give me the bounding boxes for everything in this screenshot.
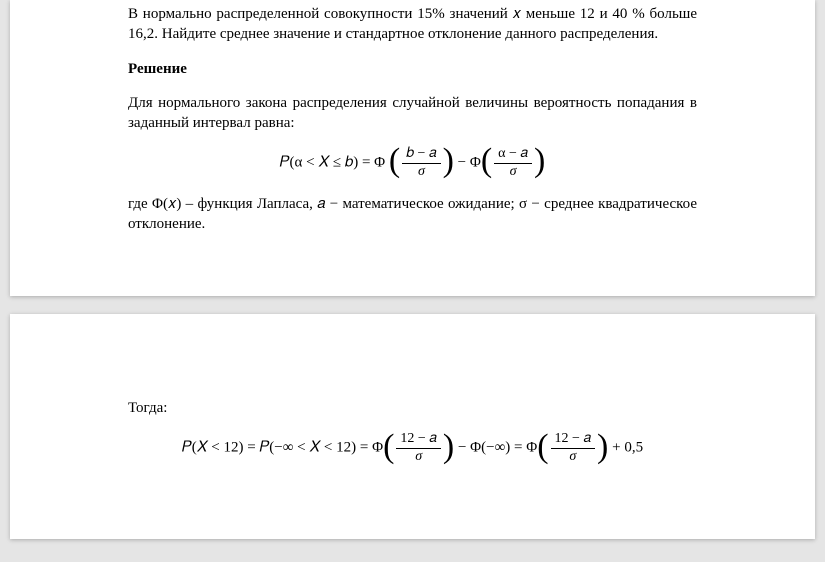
formula2-frac1-num: 12 − 𝑎 (396, 432, 441, 449)
formula1-frac1-den: σ (402, 164, 440, 180)
rparen-icon: ) (443, 145, 454, 177)
formula1-frac1-num: 𝑏 − 𝑎 (402, 147, 440, 164)
solution-intro: Для нормального закона распределения слу… (128, 93, 697, 134)
formula1-lhs: 𝑃(α < 𝑋 ≤ 𝑏) = Φ (280, 155, 385, 171)
formula-explanation: где Φ(𝑥) – функция Лапласа, 𝑎 − математи… (128, 194, 697, 235)
formula2-lhs: 𝑃(𝑋 < 12) = 𝑃(−∞ < 𝑋 < 12) = Φ (182, 440, 383, 456)
formula-p-x-lt-12: 𝑃(𝑋 < 12) = 𝑃(−∞ < 𝑋 < 12) = Φ(12 − 𝑎σ) … (128, 432, 697, 464)
lparen-icon: ( (383, 431, 394, 463)
rparen-icon: ) (443, 431, 454, 463)
lparen-icon: ( (537, 431, 548, 463)
rparen-icon: ) (534, 145, 545, 177)
page-1-content: В нормально распределенной совокупности … (10, 0, 815, 296)
formula2-frac2-num: 12 − 𝑎 (551, 432, 596, 449)
problem-statement: В нормально распределенной совокупности … (128, 4, 697, 45)
formula2-frac1-den: σ (396, 449, 441, 465)
lparen-icon: ( (389, 145, 400, 177)
formula1-frac2: α − 𝑎σ (494, 147, 532, 179)
formula2-mid: − Φ(−∞) = Φ (454, 440, 537, 456)
formula2-frac1: 12 − 𝑎σ (396, 432, 441, 464)
then-label: Тогда: (128, 398, 697, 418)
viewport: В нормально распределенной совокупности … (0, 0, 825, 562)
page-1: В нормально распределенной совокупности … (10, 0, 815, 296)
page-2: Тогда: 𝑃(𝑋 < 12) = 𝑃(−∞ < 𝑋 < 12) = Φ(12… (10, 314, 815, 539)
formula-probability-interval: 𝑃(α < 𝑋 ≤ 𝑏) = Φ (𝑏 − 𝑎σ) − Φ(α − 𝑎σ) (128, 147, 697, 179)
formula1-frac2-num: α − 𝑎 (494, 147, 532, 164)
formula1-frac2-den: σ (494, 164, 532, 180)
solution-heading: Решение (128, 59, 697, 79)
lparen-icon: ( (481, 145, 492, 177)
formula2-frac2-den: σ (551, 449, 596, 465)
formula1-minus: − Φ (458, 155, 481, 171)
formula1-frac1: 𝑏 − 𝑎σ (402, 147, 440, 179)
page-2-content: Тогда: 𝑃(𝑋 < 12) = 𝑃(−∞ < 𝑋 < 12) = Φ(12… (10, 314, 815, 539)
formula2-tail: + 0,5 (608, 440, 643, 456)
rparen-icon: ) (597, 431, 608, 463)
formula2-frac2: 12 − 𝑎σ (551, 432, 596, 464)
